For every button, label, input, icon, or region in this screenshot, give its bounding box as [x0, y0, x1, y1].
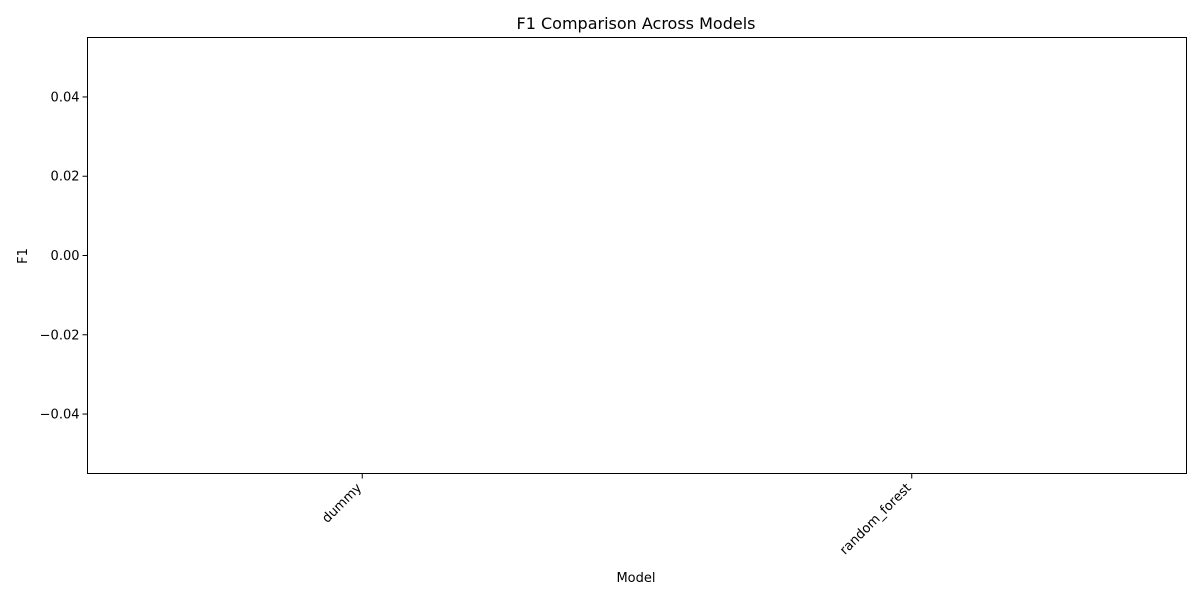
- y-axis-ticks: −0.04 −0.02 0.00 0.02 0.04: [40, 90, 88, 423]
- y-tick-label: 0.02: [51, 170, 80, 185]
- y-axis-label: F1: [16, 248, 31, 264]
- x-axis-label: Model: [616, 571, 655, 586]
- y-tick-label: 0.04: [51, 90, 80, 105]
- x-tick-label-random-forest: random_forest: [837, 481, 914, 558]
- chart-title: F1 Comparison Across Models: [517, 14, 756, 33]
- y-tick-label: −0.04: [40, 408, 80, 423]
- x-axis-ticks: dummy random_forest: [319, 473, 915, 558]
- y-tick-label: −0.02: [40, 328, 80, 343]
- plot-frame: [87, 37, 1187, 474]
- y-tick-label: 0.00: [51, 249, 80, 264]
- x-tick-label-dummy: dummy: [319, 481, 365, 527]
